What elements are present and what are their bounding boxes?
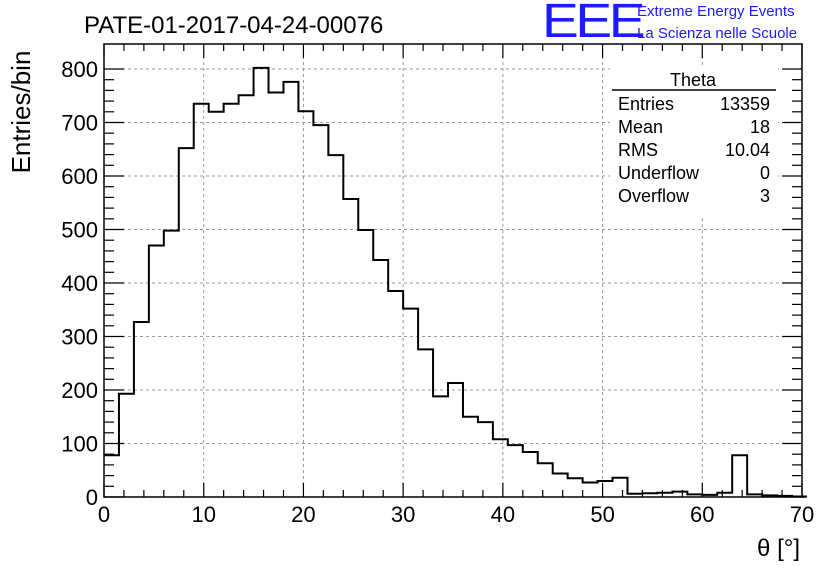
x-tick-label: 0: [98, 502, 110, 527]
stats-label: RMS: [618, 140, 658, 160]
stats-box: Theta Entries 13359 Mean 18 RMS 10.04 Underflo…: [610, 68, 778, 216]
x-tick-label: 10: [191, 502, 215, 527]
stats-label: Overflow: [618, 186, 690, 206]
y-axis-label: Entries/bin: [6, 51, 36, 174]
y-tick-label: 600: [61, 164, 98, 189]
histogram-line: [104, 66, 808, 498]
stats-value: 10.04: [725, 140, 770, 160]
x-axis-label: θ [°]: [757, 535, 800, 562]
stats-value: 0: [760, 163, 770, 183]
x-tick-label: 50: [590, 502, 614, 527]
logo-text-line1: Extreme Energy Events: [637, 3, 795, 20]
stats-label: Entries: [618, 94, 674, 114]
stats-label: Underflow: [618, 163, 700, 183]
x-tick-label: 60: [690, 502, 714, 527]
y-tick-label: 500: [61, 218, 98, 243]
y-tick-label: 100: [61, 432, 98, 457]
y-tick-label: 400: [61, 271, 98, 296]
chart-title: PATE-01-2017-04-24-00076: [84, 12, 383, 39]
x-tick-labels: 0 10 20 30 40 50 60 70: [98, 502, 814, 527]
stats-value: 3: [760, 186, 770, 206]
stats-label: Mean: [618, 117, 663, 137]
logo-text-line2: La Scienza nelle Scuole: [637, 25, 798, 42]
plot-frame: [103, 43, 803, 498]
eee-logo: EEE Extreme Energy Events La Scienza nel…: [542, 0, 832, 48]
y-tick-labels: 0 100 200 300 400 500 600 700 800: [61, 57, 98, 510]
x-tick-label: 40: [491, 502, 515, 527]
y-tick-label: 0: [86, 485, 98, 510]
stats-value: 18: [750, 117, 770, 137]
x-tick-label: 30: [391, 502, 415, 527]
y-tick-label: 800: [61, 57, 98, 82]
axis-ticks: [103, 44, 803, 498]
x-tick-label: 20: [291, 502, 315, 527]
y-tick-label: 300: [61, 325, 98, 350]
stats-value: 13359: [720, 94, 770, 114]
stats-title: Theta: [670, 70, 717, 90]
y-tick-label: 700: [61, 111, 98, 136]
grid-lines: [104, 44, 802, 497]
y-tick-label: 200: [61, 378, 98, 403]
eee-logo-mark: EEE: [542, 0, 646, 48]
x-tick-label: 70: [790, 502, 814, 527]
